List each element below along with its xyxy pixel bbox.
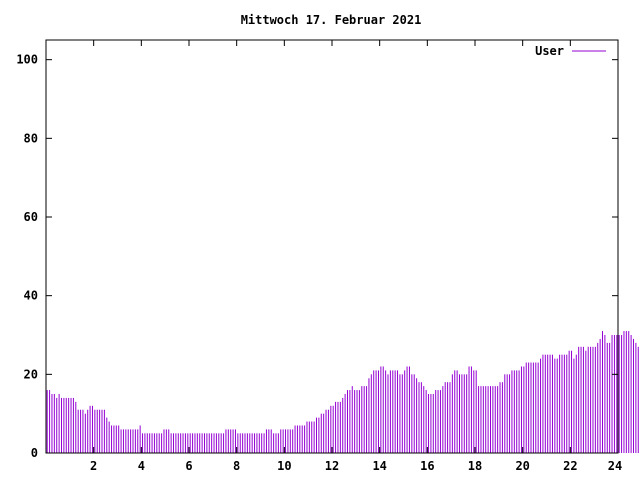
- y-tick-label: 0: [31, 446, 38, 460]
- chart-title: Mittwoch 17. Februar 2021: [241, 13, 422, 27]
- bar-series-user: [46, 331, 639, 453]
- x-tick-label: 4: [138, 459, 145, 473]
- x-tick-label: 24: [608, 459, 622, 473]
- plot-frame: [45, 39, 619, 454]
- legend-label-user: User: [535, 44, 564, 58]
- y-tick-label: 60: [24, 210, 38, 224]
- x-tick-label: 14: [372, 459, 386, 473]
- x-tick-label: 18: [468, 459, 482, 473]
- y-axis-ticks: 0 20 40 60 80 100: [16, 53, 618, 460]
- x-tick-label: 16: [420, 459, 434, 473]
- x-tick-label: 12: [325, 459, 339, 473]
- y-tick-label: 80: [24, 131, 38, 145]
- x-axis-ticks: 2 4 6 8 10 12 14 16 18 20 22 24: [90, 40, 622, 473]
- x-tick-label: 22: [563, 459, 577, 473]
- y-tick-label: 40: [24, 289, 38, 303]
- y-tick-label: 100: [16, 53, 38, 67]
- legend: User: [535, 44, 606, 58]
- x-tick-label: 10: [277, 459, 291, 473]
- x-tick-label: 2: [90, 459, 97, 473]
- x-tick-label: 20: [515, 459, 529, 473]
- x-tick-label: 6: [185, 459, 192, 473]
- y-tick-label: 20: [24, 367, 38, 381]
- x-tick-label: 8: [233, 459, 240, 473]
- axes: [45, 39, 619, 454]
